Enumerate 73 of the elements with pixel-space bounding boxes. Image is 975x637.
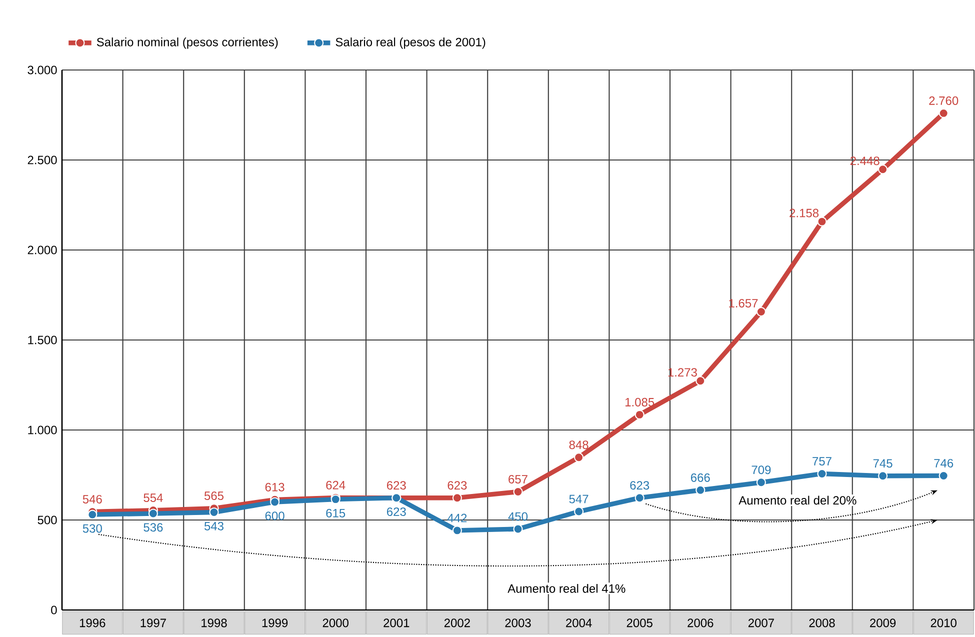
data-label: 666 <box>691 473 710 482</box>
x-tick-label: 2003 <box>505 618 531 628</box>
data-label: 547 <box>569 494 588 504</box>
data-label: 546 <box>82 494 102 504</box>
y-tick-label: 0 <box>51 606 57 614</box>
data-label: 848 <box>569 440 588 450</box>
y-tick-label: 2.500 <box>28 156 57 164</box>
data-label: 613 <box>265 482 284 492</box>
data-label: 1.085 <box>626 398 654 406</box>
y-tick-label: 2.000 <box>28 246 57 254</box>
x-tick-label: 1999 <box>262 618 288 628</box>
point <box>209 507 219 518</box>
point <box>817 468 827 479</box>
data-label: 745 <box>873 459 892 468</box>
point <box>452 493 462 503</box>
data-label: 746 <box>934 458 954 468</box>
y-tick-label: 1.500 <box>28 336 57 344</box>
x-tick-label: 2008 <box>809 618 835 628</box>
data-label: 623 <box>630 481 650 490</box>
y-tick-label: 500 <box>38 516 57 524</box>
legend-label: Salario real (pesos de 2001) <box>336 38 486 49</box>
point <box>756 306 766 317</box>
point <box>634 410 644 420</box>
point <box>574 452 584 462</box>
data-label: 536 <box>144 523 163 532</box>
point <box>696 376 706 386</box>
data-label: 657 <box>508 474 528 484</box>
x-tick-label: 2010 <box>930 618 956 628</box>
data-label: 623 <box>387 507 406 516</box>
point <box>756 478 766 488</box>
data-label: 530 <box>82 524 102 533</box>
data-label: 623 <box>387 481 406 490</box>
x-tick-label: 1997 <box>140 618 166 628</box>
point <box>817 216 827 226</box>
y-tick-label: 3.000 <box>28 66 57 74</box>
data-label: 554 <box>144 494 163 502</box>
data-label: 624 <box>326 480 346 490</box>
point <box>878 471 888 481</box>
x-tick-label: 2009 <box>870 618 896 628</box>
point <box>88 510 98 520</box>
x-tick-label: 2007 <box>748 618 774 628</box>
point <box>270 497 280 507</box>
point <box>148 508 158 518</box>
data-label: 623 <box>448 481 467 490</box>
data-label: 2.760 <box>929 96 958 105</box>
x-tick-label: 2000 <box>322 618 348 628</box>
point <box>513 486 523 497</box>
data-label: 709 <box>752 466 771 474</box>
annotation: Aumento real del 20% <box>738 496 856 505</box>
data-label: 757 <box>812 457 832 466</box>
annotation: Aumento real del 41% <box>508 584 626 593</box>
point <box>938 470 948 481</box>
x-tick-label: 2002 <box>444 618 470 628</box>
y-tick-label: 1.000 <box>28 426 57 434</box>
x-tick-label: 2004 <box>566 618 592 628</box>
x-tick-label: 2006 <box>688 618 714 628</box>
x-tick-label: 2001 <box>384 618 410 628</box>
x-tick-label: 1996 <box>80 618 106 628</box>
point <box>938 108 948 118</box>
data-label: 450 <box>508 512 528 521</box>
point <box>634 493 644 503</box>
data-label: 565 <box>204 492 224 500</box>
point <box>513 524 523 534</box>
x-tick-label: 1998 <box>202 618 227 628</box>
point <box>452 526 462 536</box>
legend-label: Salario nominal (pesos corrientes) <box>96 38 278 49</box>
point <box>878 164 888 174</box>
data-label: 543 <box>204 522 224 530</box>
point <box>574 506 584 516</box>
data-label: 615 <box>326 508 346 518</box>
point <box>696 485 706 495</box>
x-tick-label: 2005 <box>626 618 652 628</box>
data-label: 600 <box>265 512 284 520</box>
